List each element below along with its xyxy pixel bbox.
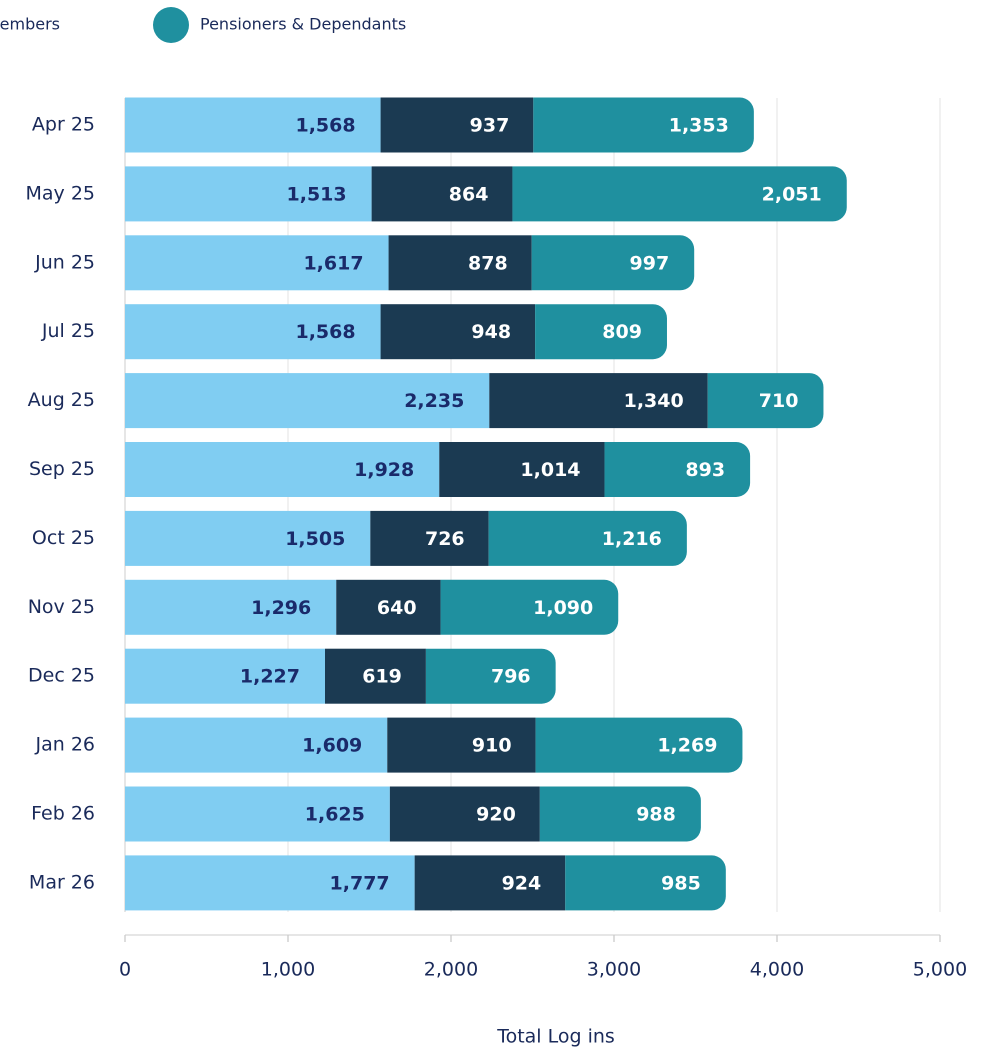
data-label: 893 xyxy=(685,459,725,481)
data-label: 1,505 xyxy=(285,528,345,550)
data-label: 864 xyxy=(449,183,489,205)
y-tick-label: Mar 26 xyxy=(29,871,95,893)
data-label: 988 xyxy=(636,804,676,826)
data-label: 1,014 xyxy=(520,459,580,481)
bar-segment xyxy=(531,235,695,291)
bar-segment xyxy=(488,510,687,566)
bar-segment xyxy=(565,855,726,911)
data-label: 710 xyxy=(759,390,799,412)
x-tick-label: 2,000 xyxy=(424,959,478,981)
x-tick-label: 3,000 xyxy=(587,959,641,981)
x-tick-label: 4,000 xyxy=(750,959,804,981)
x-tick-label: 1,000 xyxy=(261,959,315,981)
bar-segment xyxy=(336,579,441,635)
legend-label: embers xyxy=(0,15,60,34)
y-tick-label: Dec 25 xyxy=(28,665,95,687)
bar-segment xyxy=(125,442,440,497)
bar-segment xyxy=(425,648,556,704)
bar-segment xyxy=(388,235,532,291)
data-label: 1,353 xyxy=(669,115,729,137)
data-label: 619 xyxy=(362,666,402,688)
bar-segment xyxy=(535,304,667,360)
bar-segment xyxy=(125,786,390,842)
data-label: 948 xyxy=(471,321,511,343)
bar-segment xyxy=(125,97,381,153)
data-label: 1,269 xyxy=(657,735,717,757)
data-label: 640 xyxy=(377,597,417,619)
y-tick-label: Nov 25 xyxy=(28,596,95,618)
data-label: 1,568 xyxy=(295,321,355,343)
y-tick-label: Feb 26 xyxy=(31,803,95,825)
data-label: 1,340 xyxy=(624,390,684,412)
data-label: 920 xyxy=(476,804,516,826)
bar-segment xyxy=(125,166,372,222)
legend-label: Pensioners & Dependants xyxy=(200,15,406,34)
y-tick-label: Apr 25 xyxy=(32,114,95,136)
data-label: 1,609 xyxy=(302,735,362,757)
y-tick-label: Jan 26 xyxy=(34,734,95,756)
y-tick-label: Sep 25 xyxy=(29,458,95,480)
x-tick-label: 5,000 xyxy=(913,959,967,981)
data-label: 1,617 xyxy=(303,252,363,274)
y-tick-label: Jul 25 xyxy=(41,320,95,342)
data-label: 1,090 xyxy=(533,597,593,619)
data-label: 985 xyxy=(661,872,701,894)
bar-segment xyxy=(440,579,619,635)
bar-segment xyxy=(125,717,388,773)
bar-segment xyxy=(125,373,490,429)
bar-segment xyxy=(125,648,326,704)
bar-segment xyxy=(414,855,566,911)
x-tick-label: 0 xyxy=(119,959,131,981)
y-tick-label: May 25 xyxy=(26,182,96,204)
y-tick-label: Aug 25 xyxy=(28,389,95,411)
bar-segment xyxy=(125,855,415,911)
data-label: 1,296 xyxy=(251,597,311,619)
bar-segment xyxy=(370,510,489,566)
bar-segment xyxy=(380,304,536,360)
bar-segment xyxy=(535,717,743,773)
bar-segment xyxy=(325,648,426,704)
y-tick-label: Oct 25 xyxy=(32,527,95,549)
bar-segment xyxy=(389,786,540,842)
bar-segment xyxy=(125,510,371,566)
data-label: 1,216 xyxy=(602,528,662,550)
bar-segment xyxy=(539,786,701,842)
bar-segment xyxy=(489,373,708,429)
bar-segment xyxy=(371,166,513,222)
data-label: 997 xyxy=(630,252,670,274)
data-label: 1,227 xyxy=(240,666,300,688)
bar-segment xyxy=(125,235,389,291)
data-label: 937 xyxy=(470,115,510,137)
data-label: 726 xyxy=(425,528,465,550)
data-label: 1,625 xyxy=(305,804,365,826)
data-label: 924 xyxy=(502,872,542,894)
bar-segment xyxy=(380,97,534,153)
bar-segment xyxy=(387,717,536,773)
data-label: 2,235 xyxy=(404,390,464,412)
bar-segment xyxy=(533,97,754,153)
bar-segment xyxy=(125,579,337,635)
legend-swatch xyxy=(153,7,189,43)
data-label: 1,568 xyxy=(295,115,355,137)
bar-segment xyxy=(604,442,751,497)
data-label: 809 xyxy=(602,321,642,343)
bar-segment xyxy=(125,304,381,360)
bar-segment xyxy=(707,373,824,429)
data-label: 1,928 xyxy=(354,459,414,481)
data-label: 1,777 xyxy=(330,872,390,894)
data-label: 878 xyxy=(468,252,508,274)
data-label: 796 xyxy=(491,666,531,688)
bar-segment xyxy=(512,166,847,222)
y-tick-label: Jun 25 xyxy=(34,251,95,273)
data-label: 910 xyxy=(472,735,512,757)
bar-segment xyxy=(439,442,605,497)
x-axis-title: Total Log ins xyxy=(496,1026,615,1048)
data-label: 2,051 xyxy=(762,183,822,205)
data-label: 1,513 xyxy=(287,183,347,205)
